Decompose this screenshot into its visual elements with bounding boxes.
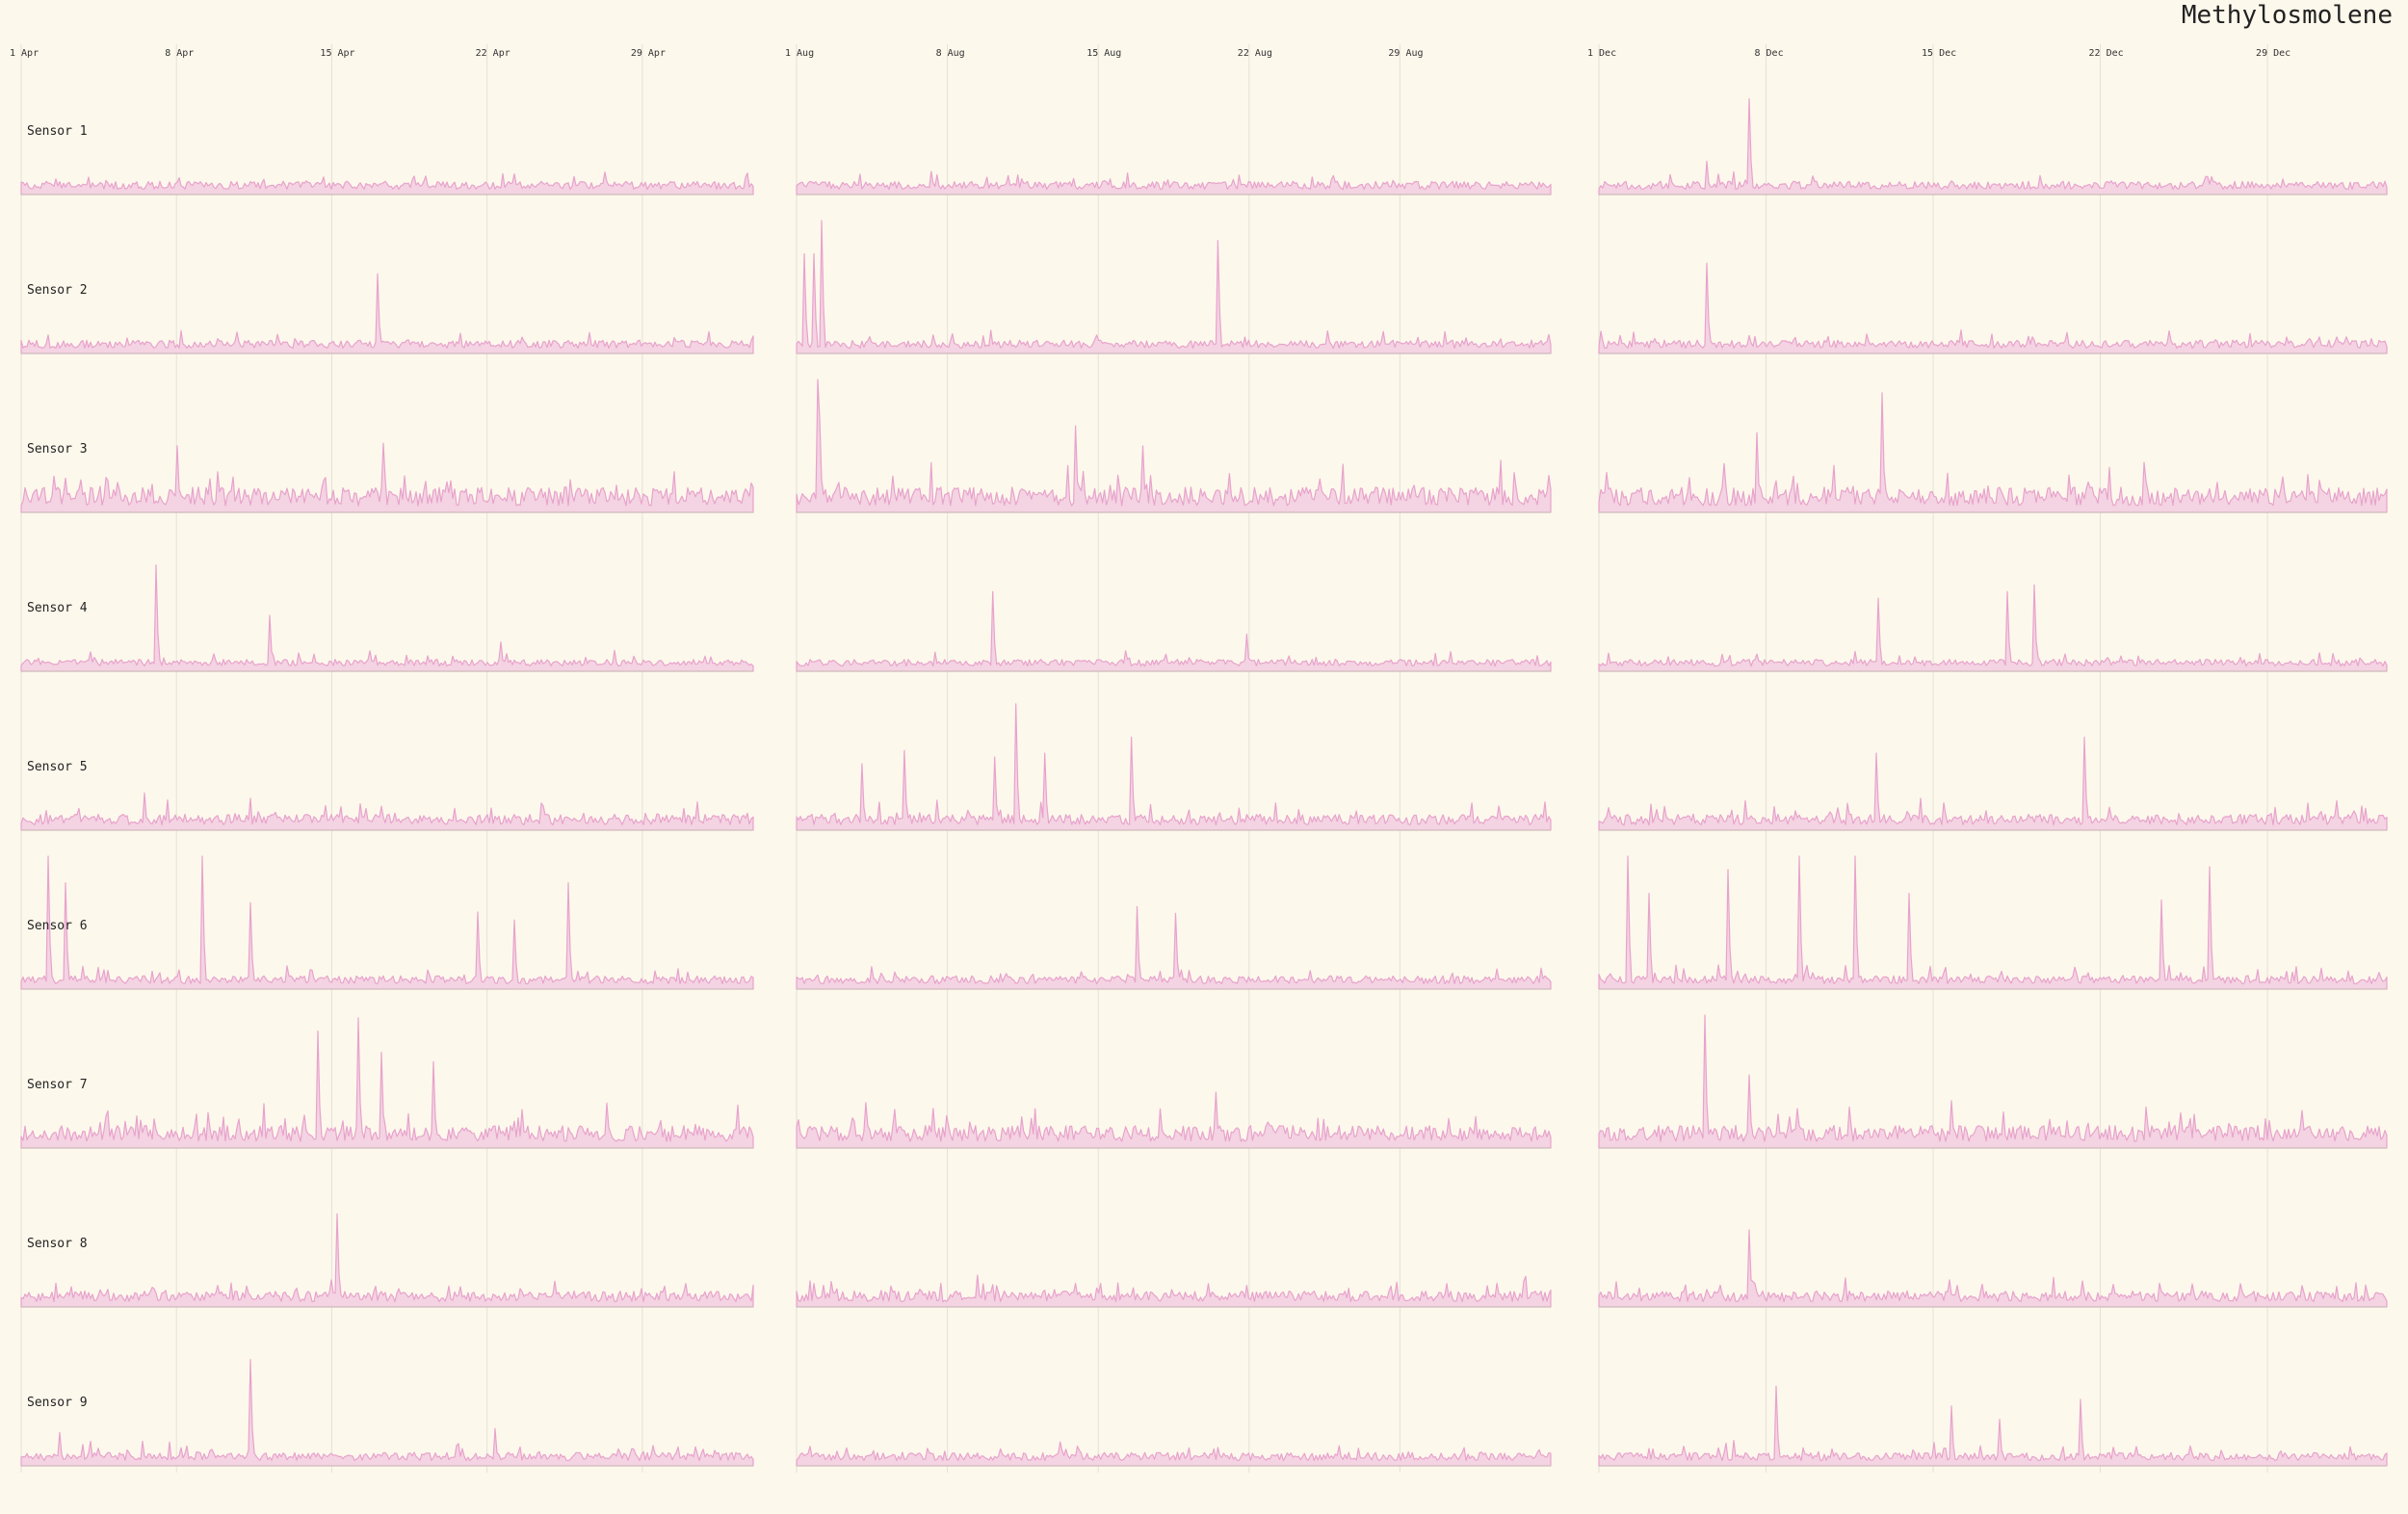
series-label: Sensor 9 — [27, 1396, 88, 1410]
x-tick-label: 15 Apr — [320, 48, 354, 59]
series-area — [796, 703, 1552, 831]
x-tick-label: 1 Apr — [10, 48, 39, 59]
series-area — [1598, 855, 2388, 990]
series-area — [20, 442, 754, 513]
series-area — [1598, 98, 2388, 196]
x-tick-label: 8 Apr — [165, 48, 194, 59]
series-area — [20, 1213, 754, 1308]
x-tick-label: 29 Aug — [1388, 48, 1423, 59]
series-area — [796, 1274, 1552, 1308]
x-tick-label: 8 Dec — [1755, 48, 1784, 59]
x-tick-label: 8 Aug — [936, 48, 965, 59]
series-area — [1598, 584, 2388, 672]
series-label: Sensor 2 — [27, 283, 88, 298]
series-area — [1598, 262, 2388, 354]
series-label: Sensor 8 — [27, 1237, 88, 1251]
series-area — [20, 1359, 754, 1467]
series-area — [20, 171, 754, 196]
series-area — [796, 170, 1552, 196]
series-area — [796, 1091, 1552, 1149]
x-tick-label: 22 Aug — [1238, 48, 1272, 59]
series-label: Sensor 5 — [27, 760, 88, 774]
series-area — [1598, 736, 2388, 831]
x-tick-label: 22 Apr — [476, 48, 510, 59]
series-area — [20, 792, 754, 831]
series-area — [1598, 1385, 2388, 1467]
series-area — [1598, 392, 2388, 513]
x-tick-label: 29 Dec — [2256, 48, 2290, 59]
x-tick-label: 1 Dec — [1587, 48, 1616, 59]
series-area — [796, 905, 1552, 990]
series-area — [20, 1017, 754, 1149]
series-area — [796, 590, 1552, 672]
series-area — [796, 378, 1552, 513]
series-label: Sensor 7 — [27, 1078, 88, 1092]
series-label: Sensor 1 — [27, 124, 88, 139]
x-tick-label: 29 Apr — [631, 48, 666, 59]
x-tick-label: 15 Dec — [1922, 48, 1956, 59]
series-area — [796, 1441, 1552, 1467]
series-label: Sensor 3 — [27, 442, 88, 457]
x-tick-label: 15 Aug — [1086, 48, 1121, 59]
x-tick-label: 22 Dec — [2089, 48, 2124, 59]
x-tick-label: 1 Aug — [785, 48, 814, 59]
label-layer: 1 Apr 8 Apr 15 Apr 22 Apr 29 Apr 1 Aug 8 Aug 15… — [10, 48, 2290, 1410]
series-area — [20, 855, 754, 990]
series-layer — [20, 98, 2388, 1467]
series-label: Sensor 4 — [27, 601, 88, 615]
grid-layer — [20, 44, 2268, 1473]
chart-title: Methylosmolene — [2182, 1, 2393, 30]
series-area — [1598, 1014, 2388, 1149]
series-area — [1598, 1229, 2388, 1308]
series-area — [20, 273, 754, 354]
series-area — [20, 564, 754, 672]
series-area — [796, 220, 1552, 354]
series-label: Sensor 6 — [27, 919, 88, 933]
